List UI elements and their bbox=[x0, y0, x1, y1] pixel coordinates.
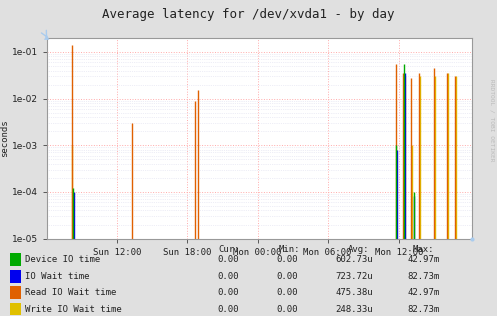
Text: Average latency for /dev/xvda1 - by day: Average latency for /dev/xvda1 - by day bbox=[102, 8, 395, 21]
Text: 475.38u: 475.38u bbox=[335, 288, 373, 297]
Text: 0.00: 0.00 bbox=[277, 305, 298, 313]
Text: 248.33u: 248.33u bbox=[335, 305, 373, 313]
Text: Write IO Wait time: Write IO Wait time bbox=[25, 305, 122, 313]
Text: 0.00: 0.00 bbox=[277, 255, 298, 264]
Text: 0.00: 0.00 bbox=[277, 272, 298, 281]
Text: 42.97m: 42.97m bbox=[408, 288, 440, 297]
Text: ▲: ▲ bbox=[44, 34, 49, 40]
Text: 0.00: 0.00 bbox=[277, 288, 298, 297]
Text: 0.00: 0.00 bbox=[217, 288, 239, 297]
Text: 723.72u: 723.72u bbox=[335, 272, 373, 281]
Text: IO Wait time: IO Wait time bbox=[25, 272, 89, 281]
Text: 0.00: 0.00 bbox=[217, 272, 239, 281]
Text: Min:: Min: bbox=[278, 245, 300, 254]
Y-axis label: seconds: seconds bbox=[0, 119, 9, 157]
Text: 82.73m: 82.73m bbox=[408, 305, 440, 313]
Text: 82.73m: 82.73m bbox=[408, 272, 440, 281]
Text: 0.00: 0.00 bbox=[217, 255, 239, 264]
Text: Device IO time: Device IO time bbox=[25, 255, 100, 264]
Text: Read IO Wait time: Read IO Wait time bbox=[25, 288, 116, 297]
Text: 602.73u: 602.73u bbox=[335, 255, 373, 264]
Text: Max:: Max: bbox=[413, 245, 434, 254]
Text: Avg:: Avg: bbox=[348, 245, 369, 254]
Text: 0.00: 0.00 bbox=[217, 305, 239, 313]
Text: Cur:: Cur: bbox=[219, 245, 240, 254]
Text: RRDTOOL / TOBI OETIKER: RRDTOOL / TOBI OETIKER bbox=[490, 79, 495, 161]
Text: 42.97m: 42.97m bbox=[408, 255, 440, 264]
